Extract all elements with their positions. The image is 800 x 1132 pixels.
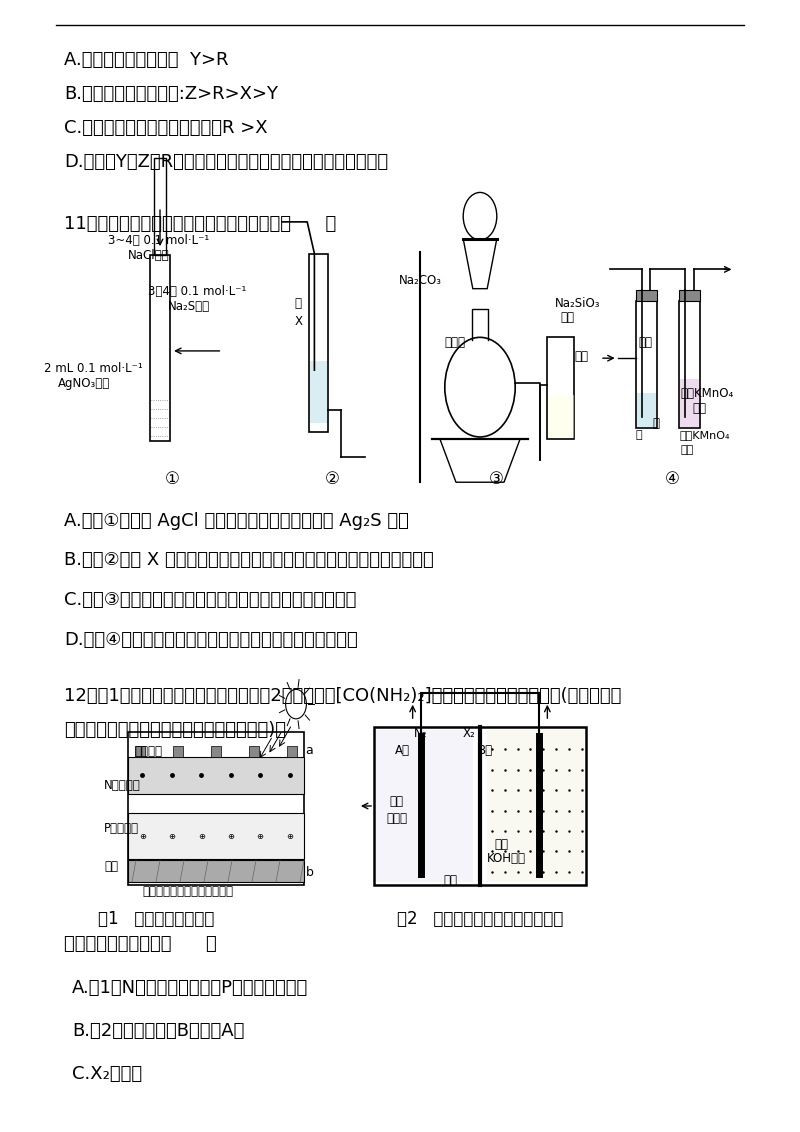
Text: A.图1中N型半导体为正极，P型半导体为负极: A.图1中N型半导体为正极，P型半导体为负极: [72, 979, 308, 997]
Text: 太阳光子: 太阳光子: [134, 745, 162, 757]
Bar: [128, 757, 304, 794]
Bar: [310, 361, 327, 423]
Text: B极: B极: [478, 744, 493, 756]
Text: 11．下列关于图中各装置的叙述不正确的是（      ）: 11．下列关于图中各装置的叙述不正确的是（ ）: [64, 215, 336, 233]
Bar: [211, 746, 221, 757]
Text: ⊕: ⊕: [257, 832, 264, 841]
Text: B.原子半径的大小顺序:Z>R>X>Y: B.原子半径的大小顺序:Z>R>X>Y: [64, 85, 278, 103]
Text: 溶液: 溶液: [560, 311, 574, 324]
Text: C.氧化物对应的水化物的酸性：R >X: C.氧化物对应的水化物的酸性：R >X: [64, 119, 268, 137]
Text: 稀硫酸: 稀硫酸: [444, 336, 465, 349]
Bar: [374, 727, 586, 885]
Text: ④: ④: [665, 470, 679, 488]
Bar: [637, 393, 656, 427]
Text: B.图2溶液中电子从B极流向A极: B.图2溶液中电子从B极流向A极: [72, 1022, 244, 1040]
Text: AgNO₃溶液: AgNO₃溶液: [58, 377, 110, 389]
Bar: [287, 746, 297, 757]
Text: ⊕: ⊕: [227, 832, 234, 841]
Text: 气体: 气体: [574, 351, 588, 363]
Text: 膜仅阻止气体通过，阴、阳极均为惰性电极)。: 膜仅阻止气体通过，阴、阳极均为惰性电极)。: [64, 721, 286, 739]
Bar: [128, 814, 304, 859]
Text: Na₂CO₃: Na₂CO₃: [398, 274, 442, 286]
Text: X₂: X₂: [462, 727, 475, 739]
Bar: [679, 301, 700, 428]
Text: A.装置①能验证 AgCl 沉淀可转化为溶解度更小的 Ag₂S 沉淀: A.装置①能验证 AgCl 沉淀可转化为溶解度更小的 Ag₂S 沉淀: [64, 512, 409, 530]
Text: C.X₂为氧气: C.X₂为氧气: [72, 1065, 142, 1083]
Text: 12．图1为光伏并网发电装置示意图。图2为电解尿素[CO(NH₂)₂]的碱性溶液制氢装置示意图(电解池中隔: 12．图1为光伏并网发电装置示意图。图2为电解尿素[CO(NH₂)₂]的碱性溶液…: [64, 687, 622, 705]
Text: ③: ③: [489, 470, 503, 488]
Text: A极: A极: [395, 744, 410, 756]
Text: ②: ②: [325, 470, 339, 488]
Text: N₂: N₂: [414, 727, 427, 739]
Bar: [128, 860, 304, 882]
Text: 溶液: 溶液: [681, 445, 694, 455]
Circle shape: [286, 689, 306, 719]
Text: 隔膜: 隔膜: [443, 874, 458, 886]
Text: ⊕: ⊕: [139, 832, 146, 841]
Bar: [309, 254, 328, 432]
Text: 水: 水: [294, 297, 302, 309]
Text: a: a: [306, 744, 314, 757]
Bar: [128, 732, 304, 885]
Bar: [487, 730, 584, 882]
Bar: [679, 290, 700, 301]
Text: 尿素: 尿素: [494, 838, 509, 850]
Bar: [680, 379, 699, 427]
Text: 气体: 气体: [638, 336, 653, 349]
Text: C.装置③的实验可推断硫、碳、硅三种元素的非金属性强弱: C.装置③的实验可推断硫、碳、硅三种元素的非金属性强弱: [64, 591, 356, 609]
Text: X: X: [294, 315, 302, 327]
Bar: [636, 301, 657, 428]
Text: ⊕: ⊕: [198, 832, 205, 841]
Bar: [135, 746, 145, 757]
Text: KOH溶液: KOH溶液: [486, 852, 526, 865]
Text: A.简单氢化物的沸点：  Y>R: A.简单氢化物的沸点： Y>R: [64, 51, 229, 69]
Text: Na₂SiO₃: Na₂SiO₃: [554, 297, 600, 309]
Text: N型半导体: N型半导体: [104, 779, 141, 791]
Text: 图1   光伏并网发电装置: 图1 光伏并网发电装置: [98, 910, 214, 928]
Text: Na₂S溶液: Na₂S溶液: [168, 300, 210, 312]
Text: 太阳光伏电池的光电转换系统: 太阳光伏电池的光电转换系统: [142, 885, 234, 898]
Text: b: b: [306, 866, 314, 880]
Bar: [174, 746, 182, 757]
Text: 电解: 电解: [390, 795, 403, 807]
Text: 电极: 电极: [104, 860, 118, 873]
Text: 下列叙述中正确的是（      ）: 下列叙述中正确的是（ ）: [64, 935, 217, 953]
Text: D.只含有Y、Z、R三种元素的化合物一定既含离子键又含共价键: D.只含有Y、Z、R三种元素的化合物一定既含离子键又含共价键: [64, 153, 388, 171]
Text: ⊕: ⊕: [286, 832, 293, 841]
Bar: [154, 158, 166, 255]
Text: 水: 水: [652, 417, 659, 429]
Bar: [547, 337, 574, 439]
Bar: [376, 730, 473, 882]
Bar: [636, 290, 657, 301]
Bar: [548, 395, 574, 438]
Text: 排出液: 排出液: [386, 812, 407, 824]
Text: 3~4滴 0.1 mol·L⁻¹: 3~4滴 0.1 mol·L⁻¹: [108, 234, 210, 247]
Text: 图2   电解尿素的碱性溶液制氢装置: 图2 电解尿素的碱性溶液制氢装置: [397, 910, 563, 928]
Bar: [250, 746, 259, 757]
Text: 酸性KMnO₄: 酸性KMnO₄: [679, 430, 730, 440]
Text: ⊕: ⊕: [168, 832, 175, 841]
Text: 溶液: 溶液: [692, 402, 706, 414]
Text: 水: 水: [636, 430, 642, 440]
Text: P型半导体: P型半导体: [104, 822, 139, 834]
Text: B.装置②中若 X 为四氯化碳，则该装置可用于吸收氨气，并防止发生倒吸: B.装置②中若 X 为四氯化碳，则该装置可用于吸收氨气，并防止发生倒吸: [64, 551, 434, 569]
Text: ①: ①: [165, 470, 179, 488]
Text: D.装置④可检验溴乙烷发生消去反应得到的气体中含有乙烯: D.装置④可检验溴乙烷发生消去反应得到的气体中含有乙烯: [64, 631, 358, 649]
Bar: [150, 255, 170, 441]
Text: NaCl溶液: NaCl溶液: [128, 249, 170, 261]
Text: 酸性KMnO₄: 酸性KMnO₄: [680, 387, 734, 400]
Text: 3～4滴 0.1 mol·L⁻¹: 3～4滴 0.1 mol·L⁻¹: [148, 285, 246, 298]
Text: 2 mL 0.1 mol·L⁻¹: 2 mL 0.1 mol·L⁻¹: [44, 362, 142, 375]
